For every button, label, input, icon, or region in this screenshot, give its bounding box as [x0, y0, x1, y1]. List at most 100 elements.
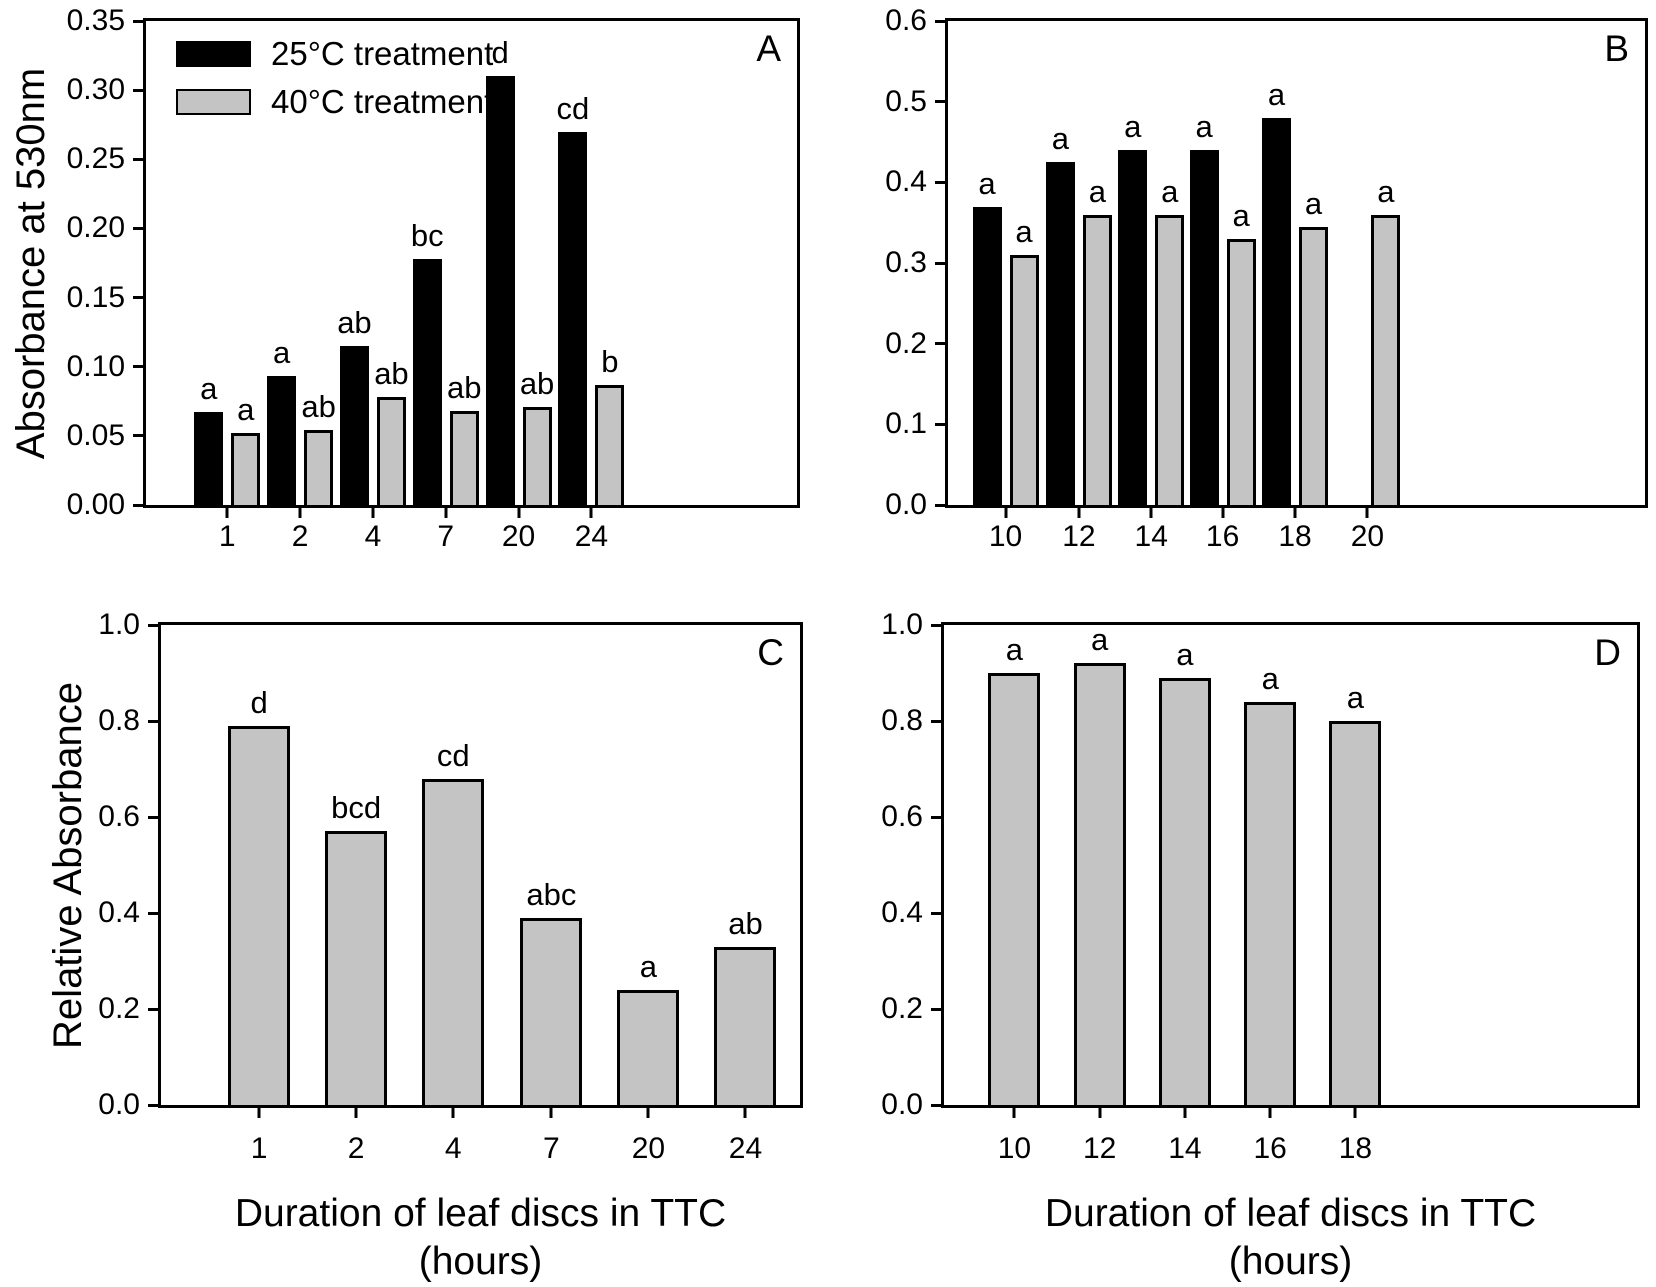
bar-20h — [617, 989, 680, 1105]
significance-label: b — [601, 343, 619, 379]
x-axis-title-d-line1: Duration of leaf discs in TTC — [1044, 1192, 1537, 1235]
y-tick-label: 0.2 — [885, 326, 927, 360]
x-tick-label: 7 — [543, 1132, 560, 1165]
bar-25c-18h — [1262, 117, 1292, 505]
y-tick — [935, 503, 948, 507]
bar-25c-10h — [972, 206, 1002, 505]
x-tick-label: 20 — [1350, 520, 1385, 553]
x-tick — [225, 505, 229, 518]
x-tick-label: 24 — [574, 520, 609, 553]
x-tick-label: 20 — [631, 1132, 666, 1165]
bar-1h — [228, 725, 291, 1105]
bar-25c-12h — [1045, 162, 1075, 505]
significance-label: a — [978, 165, 996, 201]
bar-40c-20h — [1371, 214, 1401, 505]
significance-label: ab — [374, 356, 409, 392]
x-tick — [743, 1105, 747, 1118]
bar-25c-20h — [485, 76, 515, 505]
bar-25c-4h — [339, 345, 369, 505]
x-tick — [298, 505, 302, 518]
bar-12h — [1073, 663, 1126, 1105]
y-tick — [133, 365, 146, 369]
significance-label: a — [1088, 173, 1107, 209]
x-tick-label: 4 — [444, 1132, 462, 1165]
significance-label: a — [1195, 109, 1213, 145]
y-tick-label: 0.15 — [66, 280, 125, 314]
bar-40c-20h — [522, 406, 552, 505]
significance-label: a — [1051, 121, 1070, 157]
x-tick — [1365, 505, 1369, 518]
significance-label: ab — [301, 389, 336, 425]
bar-40c-12h — [1082, 214, 1112, 505]
significance-label: bcd — [331, 790, 382, 826]
bar-25c-24h — [558, 131, 588, 505]
significance-label: abc — [526, 876, 577, 912]
y-tick-label: 0.0 — [881, 1088, 923, 1121]
x-tick — [354, 1105, 358, 1118]
y-tick-label: 1.0 — [98, 608, 140, 641]
x-tick — [451, 1105, 455, 1118]
y-tick-label: 0.10 — [66, 349, 125, 383]
y-tick — [148, 623, 161, 627]
panel-letter-b: B — [1604, 28, 1629, 69]
x-tick — [646, 1105, 650, 1118]
x-tick-label: 10 — [997, 1132, 1032, 1165]
x-tick-label: 12 — [1062, 520, 1096, 553]
x-axis-title-c-line2: (hours) — [418, 1240, 543, 1283]
x-tick-label: 10 — [988, 520, 1023, 553]
x-tick — [549, 1105, 553, 1118]
x-tick — [1268, 1105, 1272, 1118]
bar-25c-7h — [412, 258, 442, 505]
y-tick — [133, 88, 146, 92]
y-tick — [148, 1103, 161, 1107]
bar-40c-1h — [231, 433, 261, 505]
y-tick — [133, 157, 146, 161]
y-tick — [935, 261, 948, 265]
significance-label: a — [1091, 622, 1109, 658]
bar-18h — [1329, 721, 1382, 1105]
y-tick-label: 0.20 — [66, 211, 125, 245]
y-tick — [931, 623, 944, 627]
bar-16h — [1244, 701, 1297, 1105]
panel-letter-a: A — [756, 28, 781, 69]
x-axis-title-d: Duration of leaf discs in TTC (hours) — [941, 1190, 1640, 1286]
x-tick — [589, 505, 593, 518]
x-tick — [1183, 1105, 1187, 1118]
significance-label: a — [1015, 213, 1033, 249]
panel-d-plot: D 0.0 0.2 0.4 0.6 0.8 1.0 10 a 12 a 14 a 16 a 18 a — [881, 609, 1640, 1165]
y-tick — [133, 226, 146, 230]
x-tick-label: 1 — [218, 520, 236, 553]
y-tick-label: 0.30 — [66, 73, 125, 107]
significance-label: a — [639, 948, 658, 984]
y-tick-label: 0.4 — [881, 896, 923, 929]
y-tick — [133, 296, 146, 300]
legend-label-40c: 40°C treatment — [271, 83, 494, 120]
panel-a-plot: 25°C treatment 40°C treatment A 0.00 0.05… — [67, 5, 800, 553]
bar-40c-18h — [1299, 226, 1329, 505]
legend-swatch-40c — [176, 89, 251, 115]
y-tick-label: 0.0 — [98, 1088, 140, 1121]
bar-4h — [422, 778, 485, 1105]
x-tick — [1012, 1105, 1016, 1118]
bar-40c-2h — [304, 430, 334, 505]
y-tick — [931, 815, 944, 819]
x-tick-label: 20 — [501, 520, 536, 553]
x-tick — [444, 505, 448, 518]
legend-item-25c: 25°C treatment — [176, 37, 493, 71]
y-tick — [148, 911, 161, 915]
y-tick-label: 0.8 — [881, 704, 923, 737]
y-tick — [931, 719, 944, 723]
x-tick — [1293, 505, 1297, 518]
y-tick — [935, 180, 948, 184]
y-tick-label: 1.0 — [881, 608, 923, 641]
x-tick-label: 16 — [1253, 1132, 1287, 1165]
x-tick — [1149, 505, 1153, 518]
x-axis-title-c-line1: Duration of leaf discs in TTC — [234, 1192, 727, 1235]
x-tick — [1221, 505, 1225, 518]
y-tick — [935, 19, 948, 23]
y-tick-label: 0.00 — [66, 488, 125, 521]
y-tick — [931, 1103, 944, 1107]
y-tick — [935, 422, 948, 426]
legend-swatch-25c — [176, 41, 251, 67]
